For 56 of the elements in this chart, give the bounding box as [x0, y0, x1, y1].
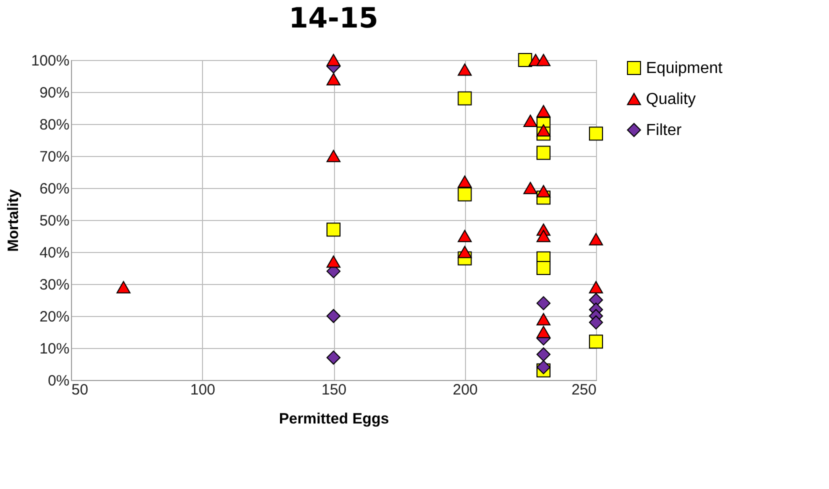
- legend-label: Equipment: [646, 60, 724, 77]
- point: [536, 260, 551, 276]
- x-tick-label: 200: [452, 382, 478, 398]
- legend-label: Filter: [646, 122, 682, 139]
- point: [326, 255, 341, 268]
- point: [536, 230, 551, 242]
- point: [536, 105, 551, 118]
- point: [536, 296, 551, 310]
- point: [536, 347, 551, 362]
- point: [326, 73, 341, 86]
- y-axis-title: Mortality: [5, 188, 22, 252]
- point: [326, 222, 341, 237]
- point: [523, 182, 538, 194]
- y-tick-label: 40%: [39, 244, 70, 262]
- y-tick-label: 70%: [39, 148, 70, 166]
- y-tick-label: 10%: [39, 340, 70, 358]
- point: [326, 150, 341, 162]
- point: [523, 114, 538, 127]
- point: [536, 54, 551, 66]
- point: [326, 350, 341, 365]
- point: [536, 185, 551, 198]
- x-tick-label: 100: [190, 382, 216, 398]
- point: [518, 52, 532, 68]
- chart-title: 14-15: [288, 1, 378, 34]
- point: [458, 230, 472, 242]
- point: [588, 233, 604, 246]
- point: [116, 281, 131, 294]
- legend-label: Quality: [646, 91, 696, 108]
- point: [326, 308, 341, 324]
- point: [588, 334, 604, 349]
- point: [588, 315, 604, 330]
- y-tick-label: 60%: [39, 180, 70, 198]
- point: [458, 63, 472, 76]
- point: [588, 281, 604, 294]
- x-axis-title: Permitted Eggs: [278, 410, 390, 428]
- x-tick-label: 150: [321, 382, 347, 398]
- point: [588, 126, 604, 141]
- point: [326, 54, 341, 66]
- y-tick-label: 100%: [31, 52, 70, 70]
- x-tick-label: 50: [72, 382, 88, 398]
- point: [536, 146, 551, 160]
- point: [458, 246, 472, 258]
- point: [458, 91, 472, 106]
- point: [536, 124, 551, 137]
- point: [536, 360, 551, 374]
- point: [458, 187, 472, 202]
- point: [536, 313, 551, 326]
- y-tick-label: 80%: [39, 116, 70, 134]
- point: [458, 175, 472, 188]
- y-tick-label: 90%: [39, 84, 70, 102]
- y-tick-label: 20%: [39, 308, 70, 326]
- y-tick-label: 0%: [48, 372, 70, 390]
- x-tick-label: 250: [571, 382, 596, 398]
- y-tick-label: 50%: [39, 212, 70, 230]
- point: [536, 326, 551, 338]
- y-tick-label: 30%: [39, 276, 70, 294]
